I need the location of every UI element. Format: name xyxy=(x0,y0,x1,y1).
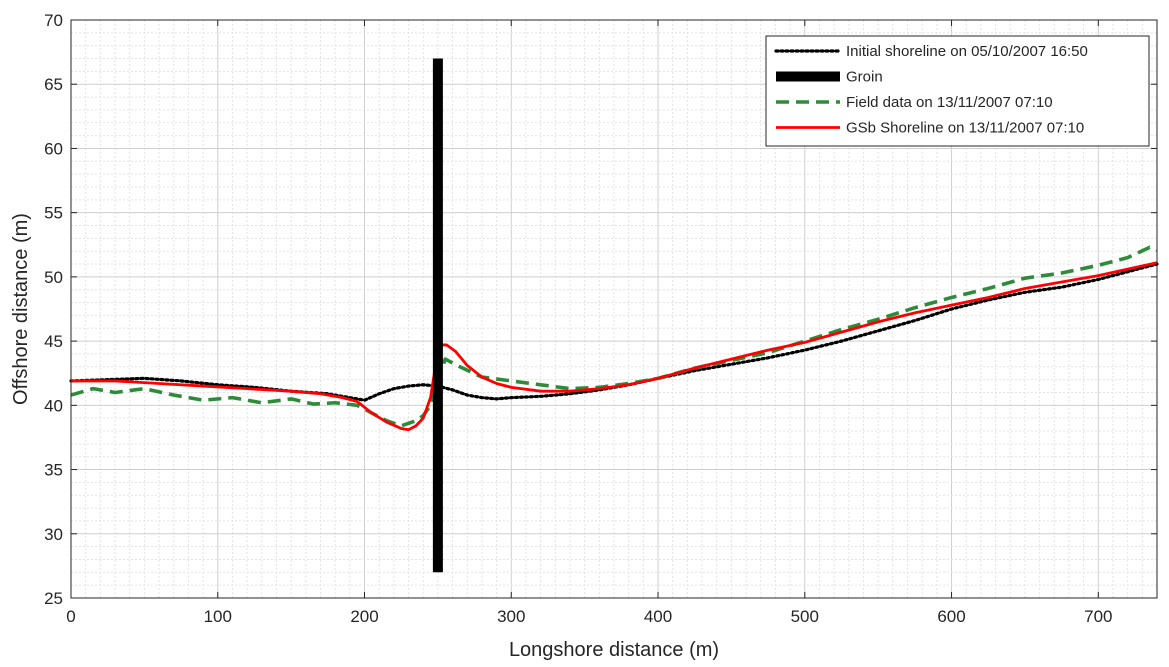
y-axis-title: Offshore distance (m) xyxy=(10,213,32,405)
y-tick-label: 35 xyxy=(44,461,63,480)
x-tick-label: 500 xyxy=(791,607,819,626)
y-tick-label: 25 xyxy=(44,589,63,608)
y-tick-label: 70 xyxy=(44,11,63,30)
x-tick-label: 100 xyxy=(204,607,232,626)
x-tick-label: 400 xyxy=(644,607,672,626)
x-tick-label: 200 xyxy=(350,607,378,626)
axes-frame xyxy=(70,19,1158,599)
y-tick-label: 50 xyxy=(44,268,63,287)
x-tick-label: 600 xyxy=(937,607,965,626)
y-tick-label: 45 xyxy=(44,332,63,351)
legend-label-gsb: GSb Shoreline on 13/11/2007 07:10 xyxy=(846,120,1084,137)
x-axis-title: Longshore distance (m) xyxy=(509,639,719,661)
axis-ticks: 0 100 200 300 400 500 600 700 25 30 35 40 45 50 55 60 65… xyxy=(44,11,1157,626)
legend: Initial shoreline on 05/10/2007 16:50 Gro… xyxy=(765,35,1150,147)
series-gsb-line xyxy=(71,261,1158,432)
legend-label-groin: Groin xyxy=(846,69,883,86)
y-tick-label: 55 xyxy=(44,204,63,223)
y-tick-label: 40 xyxy=(44,396,63,415)
series-lines xyxy=(69,58,1159,573)
x-tick-label: 0 xyxy=(66,607,75,626)
legend-label-field: Field data on 13/11/2007 07:10 xyxy=(846,94,1053,111)
y-tick-label: 30 xyxy=(44,525,63,544)
x-tick-label: 700 xyxy=(1084,607,1112,626)
legend-label-initial: Initial shoreline on 05/10/2007 16:50 xyxy=(846,43,1088,60)
y-tick-label: 60 xyxy=(44,139,63,158)
y-tick-label: 65 xyxy=(44,75,63,94)
x-tick-label: 300 xyxy=(497,607,525,626)
